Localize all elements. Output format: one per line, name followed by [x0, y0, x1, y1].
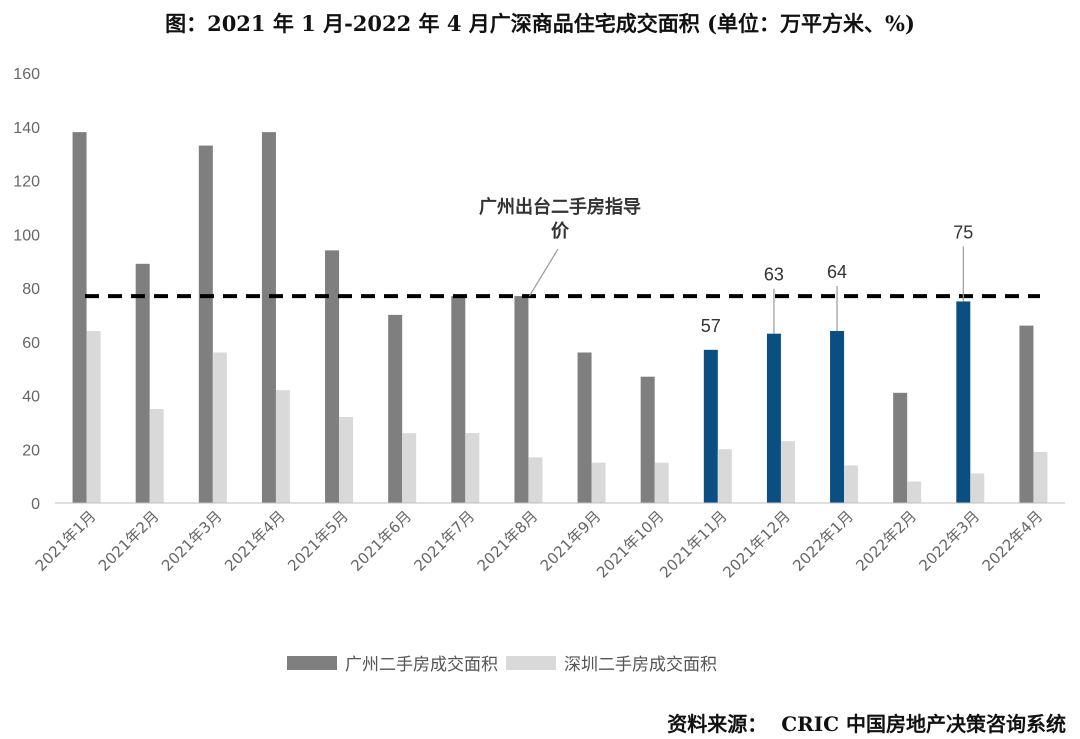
x-tick-label: 2021年9月: [537, 507, 605, 575]
bar-guangzhou: [1019, 325, 1034, 503]
data-label: 63: [764, 265, 784, 285]
y-tick-label: 0: [31, 496, 40, 513]
x-tick-label: 2022年3月: [915, 507, 983, 575]
x-tick-label: 2021年5月: [284, 507, 352, 575]
x-tick-label: 2021年3月: [158, 507, 226, 575]
legend-item-guangzhou: 广州二手房成交面积: [287, 650, 498, 675]
bar-shenzhen: [465, 433, 480, 503]
bar-guangzhou: [325, 250, 340, 503]
bar-shenzhen: [86, 331, 101, 503]
bar-guangzhou: [703, 349, 718, 503]
legend-label-shenzhen: 深圳二手房成交面积: [564, 655, 717, 675]
y-tick-label: 100: [13, 227, 40, 244]
x-tick-label: 2021年8月: [474, 507, 542, 575]
bar-guangzhou: [640, 376, 655, 503]
bar-guangzhou: [577, 352, 592, 503]
bar-guangzhou: [956, 301, 971, 503]
bar-shenzhen: [654, 462, 669, 503]
bar-shenzhen: [275, 390, 290, 503]
bar-shenzhen: [907, 481, 922, 503]
legend: 广州二手房成交面积 深圳二手房成交面积: [287, 650, 725, 675]
bar-shenzhen: [528, 457, 543, 503]
bar-guangzhou: [830, 331, 845, 503]
chart-title: 图：2021 年 1 月-2022 年 4 月广深商品住宅成交面积 (单位：万平…: [165, 11, 915, 36]
data-label: 64: [827, 262, 847, 282]
legend-swatch-guangzhou: [287, 655, 337, 670]
x-axis: 2021年1月2021年2月2021年3月2021年4月2021年5月2021年…: [32, 507, 1047, 581]
y-tick-label: 120: [13, 174, 40, 191]
x-tick-label: 2021年4月: [221, 507, 289, 575]
y-tick-label: 20: [22, 442, 40, 459]
bar-guangzhou: [893, 392, 908, 503]
annotation-leader: [528, 248, 559, 297]
y-tick-label: 40: [22, 389, 40, 406]
bar-shenzhen: [780, 441, 795, 503]
x-tick-label: 2021年11月: [656, 507, 730, 581]
x-tick-label: 2021年7月: [410, 507, 478, 575]
x-tick-label: 2022年1月: [789, 507, 857, 575]
source-note: 资料来源： CRIC 中国房地产决策咨询系统: [667, 712, 1066, 736]
bars: [55, 132, 1065, 504]
data-labels: 57 63 64 75: [701, 222, 974, 335]
y-tick-label: 140: [13, 120, 40, 137]
bar-guangzhou: [72, 132, 87, 503]
bar-shenzhen: [717, 449, 732, 503]
bar-guangzhou: [198, 145, 213, 503]
annotation-text: 广州出台二手房指导: [479, 196, 641, 218]
bar-guangzhou: [388, 314, 403, 503]
legend-label-guangzhou: 广州二手房成交面积: [345, 655, 498, 675]
y-tick-label: 80: [22, 281, 40, 298]
bar-shenzhen: [970, 473, 985, 503]
annotation-text: 价: [551, 221, 570, 242]
x-tick-label: 2021年2月: [95, 507, 163, 575]
x-tick-label: 2021年6月: [347, 507, 415, 575]
bar-chart: 0 20 40 60 80 100 120 140 160 57 63 64 75 广州出台二手房指导…: [13, 66, 1065, 582]
bar-guangzhou: [766, 333, 781, 503]
bar-guangzhou: [451, 296, 466, 503]
bar-guangzhou: [135, 263, 150, 503]
x-tick-label: 2021年10月: [593, 507, 667, 581]
bar-shenzhen: [1033, 451, 1048, 503]
y-tick-label: 160: [13, 66, 40, 83]
y-axis: 0 20 40 60 80 100 120 140 160: [13, 66, 40, 513]
data-label: 75: [953, 222, 973, 242]
bar-shenzhen: [339, 417, 354, 503]
legend-swatch-shenzhen: [506, 655, 556, 670]
data-label: 57: [701, 316, 721, 336]
x-tick-label: 2022年4月: [979, 507, 1047, 575]
y-tick-label: 60: [22, 335, 40, 352]
bar-shenzhen: [149, 408, 164, 503]
x-tick-label: 2021年12月: [719, 507, 793, 581]
bar-guangzhou: [261, 132, 276, 503]
bar-shenzhen: [591, 462, 606, 503]
legend-item-shenzhen: 深圳二手房成交面积: [506, 650, 717, 675]
bar-shenzhen: [402, 433, 417, 503]
x-tick-label: 2022年2月: [852, 507, 920, 575]
bar-guangzhou: [514, 296, 529, 503]
bar-shenzhen: [212, 352, 227, 503]
x-tick-label: 2021年1月: [32, 507, 100, 575]
bar-shenzhen: [844, 465, 859, 503]
